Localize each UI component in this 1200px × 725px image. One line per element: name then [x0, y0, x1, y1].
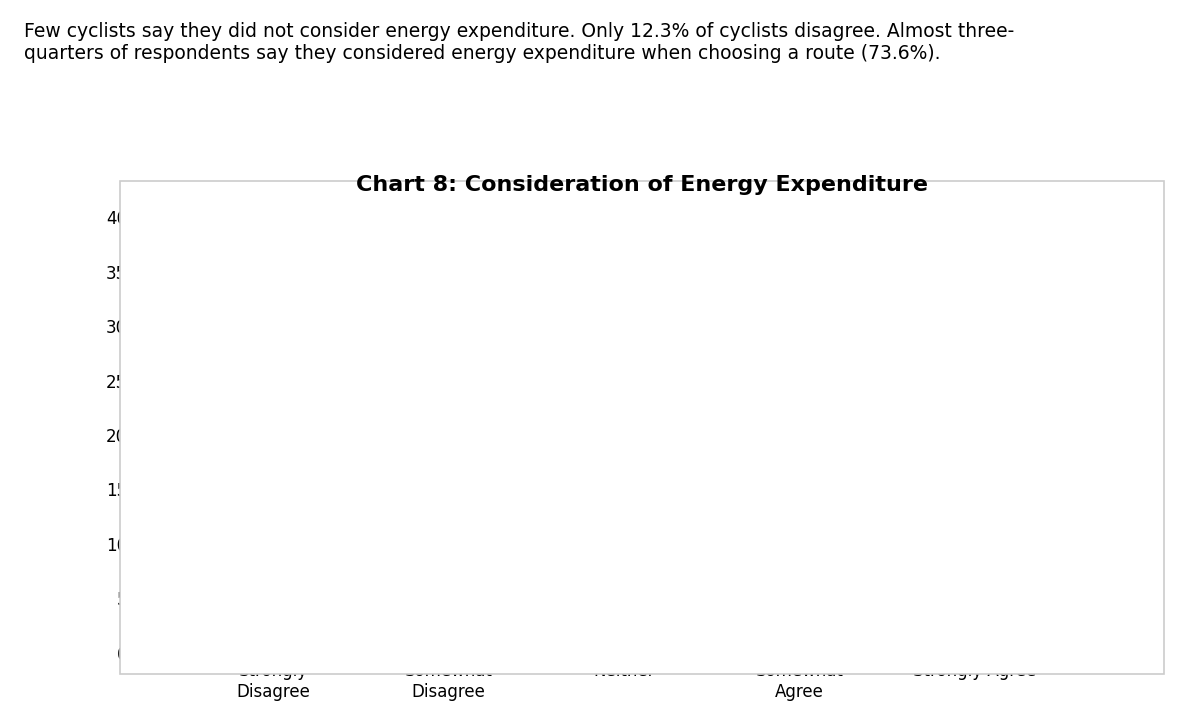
Text: 37.0%: 37.0%	[948, 227, 1001, 245]
Text: 7.3%: 7.3%	[427, 550, 469, 568]
Bar	[931, 250, 1019, 652]
Bar	[404, 573, 492, 652]
Text: Few cyclists say they did not consider energy expenditure. Only 12.3% of cyclist: Few cyclists say they did not consider e…	[24, 22, 1014, 63]
Bar	[580, 499, 668, 652]
Bar	[229, 598, 317, 652]
Bar	[756, 256, 844, 652]
Text: 36.5%: 36.5%	[773, 232, 826, 250]
Text: 14.1%: 14.1%	[598, 476, 650, 494]
Text: 5.0%: 5.0%	[252, 575, 294, 593]
Text: Chart 8: Consideration of Energy Expenditure: Chart 8: Consideration of Energy Expendi…	[356, 175, 928, 195]
